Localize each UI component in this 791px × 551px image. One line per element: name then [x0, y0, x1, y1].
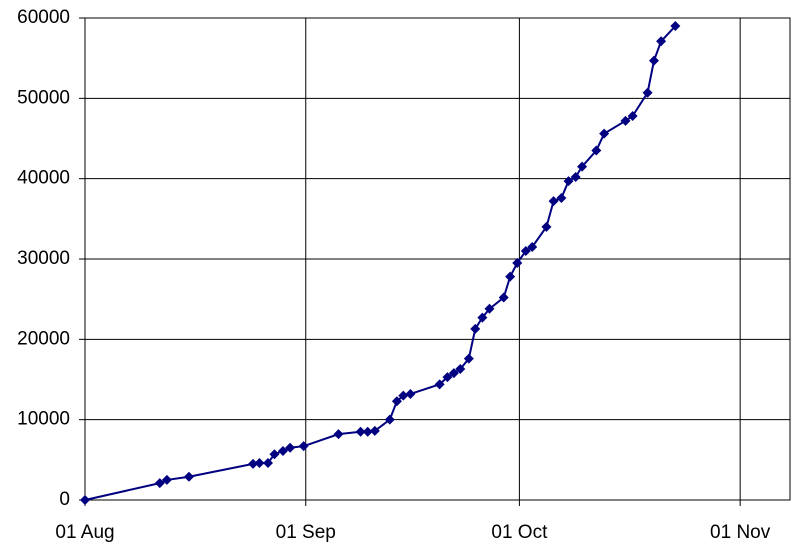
data-point	[656, 36, 667, 47]
y-tick-label: 60000	[17, 7, 70, 28]
data-point	[498, 292, 509, 303]
y-tick-label: 10000	[17, 409, 70, 430]
data-point	[369, 425, 380, 436]
data-point	[527, 241, 538, 252]
data-point	[463, 353, 474, 364]
data-point	[154, 478, 165, 489]
y-tick-label: 20000	[17, 328, 70, 349]
data-point	[512, 258, 523, 269]
data-point	[648, 55, 659, 66]
data-point	[470, 323, 481, 334]
data-point	[285, 442, 296, 453]
data-point	[627, 111, 638, 122]
data-point	[391, 396, 402, 407]
data-point	[520, 245, 531, 256]
y-tick-label: 40000	[17, 168, 70, 189]
data-point	[355, 426, 366, 437]
data-point	[333, 429, 344, 440]
data-point	[477, 312, 488, 323]
data-point	[620, 115, 631, 126]
data-point	[642, 87, 653, 98]
data-point	[277, 445, 288, 456]
x-tick-label: 01 Nov	[710, 522, 771, 543]
data-point	[570, 172, 581, 183]
x-tick-label: 01 Oct	[491, 522, 548, 543]
data-point	[548, 196, 559, 207]
x-tick-label: 01 Sep	[276, 522, 336, 543]
data-point	[298, 441, 309, 452]
y-tick-label: 0	[59, 489, 70, 510]
plot-border	[84, 17, 791, 501]
data-point	[577, 161, 588, 172]
data-point	[670, 21, 681, 32]
data-point	[161, 474, 172, 485]
data-point	[405, 388, 416, 399]
data-point	[183, 471, 194, 482]
data-point	[80, 495, 90, 505]
x-tick-label: 01 Aug	[55, 522, 114, 543]
data-point	[484, 303, 495, 314]
data-point	[442, 372, 453, 383]
data-point	[398, 390, 409, 401]
data-point	[556, 192, 567, 203]
data-point	[263, 458, 274, 469]
data-point	[254, 458, 265, 469]
data-point	[434, 379, 445, 390]
data-point	[599, 128, 610, 139]
data-point	[248, 458, 259, 469]
data-point	[563, 176, 574, 187]
series-line	[84, 25, 677, 501]
data-point	[269, 449, 280, 460]
y-tick-label: 50000	[17, 87, 70, 108]
data-point	[591, 145, 602, 156]
data-point	[541, 221, 552, 232]
data-point	[505, 271, 516, 282]
data-point	[448, 368, 459, 379]
data-point	[384, 414, 395, 425]
data-point	[455, 364, 466, 375]
y-tick-label: 30000	[17, 248, 70, 269]
data-point	[362, 426, 373, 437]
